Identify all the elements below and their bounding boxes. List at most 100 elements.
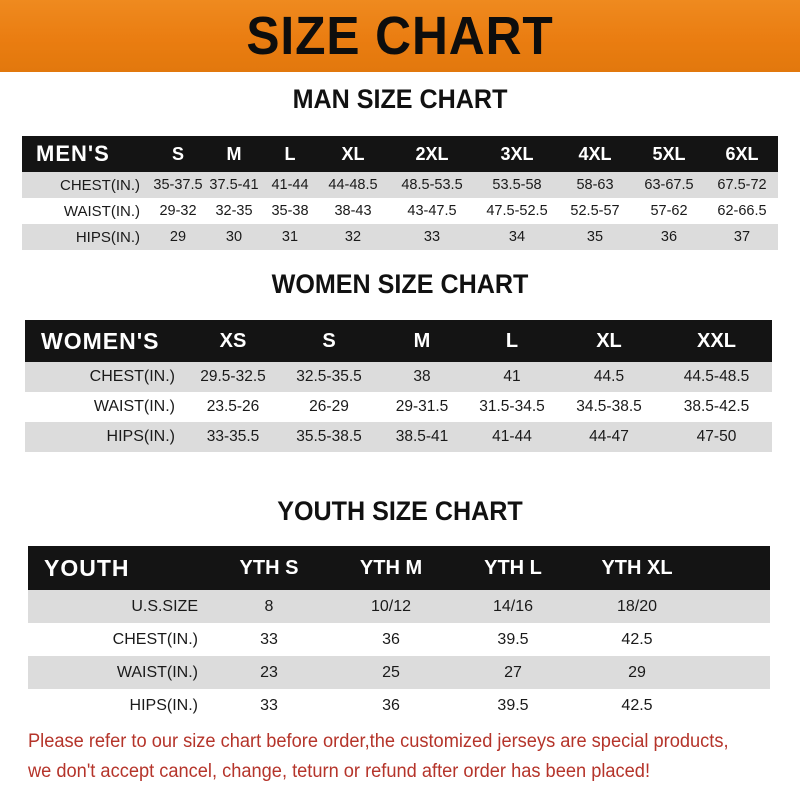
men-chest-4xl: 58-63 [558,172,632,198]
youth-chest-label: CHEST(IN.) [28,623,208,656]
youth-ussize-xl: 18/20 [574,590,700,623]
youth-header-spacer [700,546,770,590]
men-chest-2xl: 48.5-53.5 [388,172,476,198]
table-row: WAIST(IN.) 29-32 32-35 35-38 38-43 43-47… [22,198,778,224]
table-row: WAIST(IN.) 23 25 27 29 [28,656,770,689]
men-chest-3xl: 53.5-58 [476,172,558,198]
youth-chest-s: 33 [208,623,330,656]
table-row: HIPS(IN.) 33 36 39.5 42.5 [28,689,770,722]
youth-size-table: YOUTH YTH S YTH M YTH L YTH XL U.S.SIZE … [28,546,770,722]
men-hips-6xl: 37 [706,224,778,250]
women-hips-s: 35.5-38.5 [281,422,377,452]
men-size-l: L [262,136,318,172]
youth-row-spacer [700,623,770,656]
youth-chest-m: 36 [330,623,452,656]
youth-ussize-s: 8 [208,590,330,623]
men-size-3xl: 3XL [476,136,558,172]
youth-hips-m: 36 [330,689,452,722]
men-waist-5xl: 57-62 [632,198,706,224]
women-header-row: WOMEN'S XS S M L XL XXL [25,320,772,362]
men-corner-label: MEN'S [22,136,150,172]
men-hips-3xl: 34 [476,224,558,250]
men-hips-5xl: 36 [632,224,706,250]
women-waist-s: 26-29 [281,392,377,422]
youth-section-title: YOUTH SIZE CHART [277,496,523,526]
men-waist-l: 35-38 [262,198,318,224]
men-waist-2xl: 43-47.5 [388,198,476,224]
youth-hips-xl: 42.5 [574,689,700,722]
women-waist-l: 31.5-34.5 [467,392,557,422]
women-hips-m: 38.5-41 [377,422,467,452]
men-chest-6xl: 67.5-72 [706,172,778,198]
youth-hips-l: 39.5 [452,689,574,722]
women-chest-l: 41 [467,362,557,392]
men-size-6xl: 6XL [706,136,778,172]
women-chest-m: 38 [377,362,467,392]
men-chest-5xl: 63-67.5 [632,172,706,198]
men-size-2xl: 2XL [388,136,476,172]
women-waist-xl: 34.5-38.5 [557,392,661,422]
men-size-xl: XL [318,136,388,172]
youth-header-row: YOUTH YTH S YTH M YTH L YTH XL [28,546,770,590]
youth-row-spacer [700,590,770,623]
women-waist-xs: 23.5-26 [185,392,281,422]
women-size-xxl: XXL [661,320,772,362]
women-hips-label: HIPS(IN.) [25,422,185,452]
women-chest-xxl: 44.5-48.5 [661,362,772,392]
women-waist-xxl: 38.5-42.5 [661,392,772,422]
table-row: HIPS(IN.) 29 30 31 32 33 34 35 36 37 [22,224,778,250]
men-waist-6xl: 62-66.5 [706,198,778,224]
women-size-m: M [377,320,467,362]
youth-row-spacer [700,656,770,689]
youth-ussize-l: 14/16 [452,590,574,623]
table-row: CHEST(IN.) 35-37.5 37.5-41 41-44 44-48.5… [22,172,778,198]
men-waist-m: 32-35 [206,198,262,224]
men-chest-xl: 44-48.5 [318,172,388,198]
men-size-4xl: 4XL [558,136,632,172]
table-row: HIPS(IN.) 33-35.5 35.5-38.5 38.5-41 41-4… [25,422,772,452]
women-waist-m: 29-31.5 [377,392,467,422]
table-row: U.S.SIZE 8 10/12 14/16 18/20 [28,590,770,623]
men-hips-s: 29 [150,224,206,250]
women-chest-label: CHEST(IN.) [25,362,185,392]
women-size-s: S [281,320,377,362]
banner: SIZE CHART [0,0,800,72]
youth-size-l: YTH L [452,546,574,590]
women-chest-xl: 44.5 [557,362,661,392]
youth-waist-s: 23 [208,656,330,689]
men-header-row: MEN'S S M L XL 2XL 3XL 4XL 5XL 6XL [22,136,778,172]
men-hips-2xl: 33 [388,224,476,250]
table-row: WAIST(IN.) 23.5-26 26-29 29-31.5 31.5-34… [25,392,772,422]
youth-hips-s: 33 [208,689,330,722]
women-size-table: WOMEN'S XS S M L XL XXL CHEST(IN.) 29.5-… [25,320,772,452]
youth-waist-xl: 29 [574,656,700,689]
youth-waist-l: 27 [452,656,574,689]
women-section-title: WOMEN SIZE CHART [271,269,529,299]
women-size-l: L [467,320,557,362]
youth-ussize-label: U.S.SIZE [28,590,208,623]
men-size-m: M [206,136,262,172]
men-hips-m: 30 [206,224,262,250]
men-hips-4xl: 35 [558,224,632,250]
men-size-s: S [150,136,206,172]
youth-hips-label: HIPS(IN.) [28,689,208,722]
youth-waist-label: WAIST(IN.) [28,656,208,689]
youth-chest-l: 39.5 [452,623,574,656]
men-hips-l: 31 [262,224,318,250]
youth-ussize-m: 10/12 [330,590,452,623]
youth-size-m: YTH M [330,546,452,590]
men-size-5xl: 5XL [632,136,706,172]
women-hips-xl: 44-47 [557,422,661,452]
women-hips-xxl: 47-50 [661,422,772,452]
youth-size-s: YTH S [208,546,330,590]
men-chest-m: 37.5-41 [206,172,262,198]
youth-waist-m: 25 [330,656,452,689]
men-chest-label: CHEST(IN.) [22,172,150,198]
table-row: CHEST(IN.) 33 36 39.5 42.5 [28,623,770,656]
women-hips-xs: 33-35.5 [185,422,281,452]
women-corner-label: WOMEN'S [25,320,185,362]
footer-note-line-1: Please refer to our size chart before or… [28,731,729,752]
women-waist-label: WAIST(IN.) [25,392,185,422]
banner-title: SIZE CHART [246,6,554,66]
